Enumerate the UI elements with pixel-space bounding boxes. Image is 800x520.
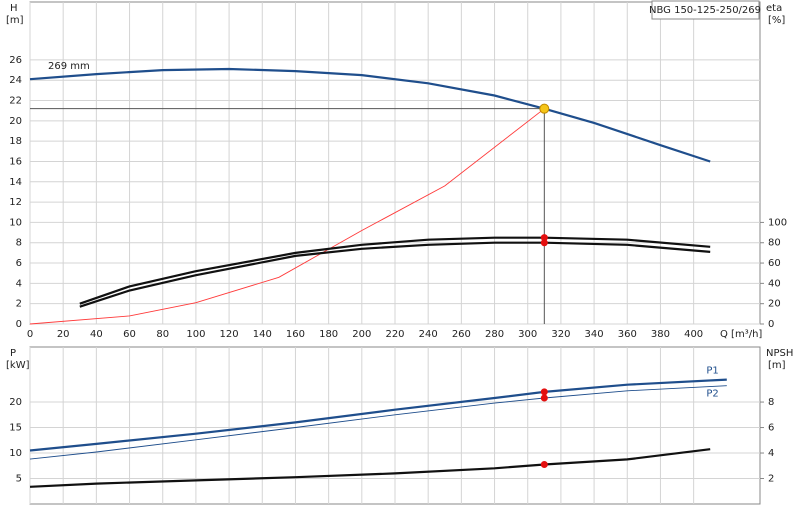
x-tick-label: 380 [651, 329, 670, 340]
y-tick-label: 10 [9, 448, 22, 459]
x-tick-label: 60 [123, 329, 136, 340]
x-tick-label: 180 [319, 329, 338, 340]
y-tick-label: 2 [16, 299, 22, 310]
x-tick-label: 160 [286, 329, 305, 340]
y-tick-label: 0 [16, 319, 22, 330]
x-tick-label: 360 [618, 329, 637, 340]
y2-axis-unit: [%] [768, 15, 785, 26]
y-tick-label: 6 [16, 258, 22, 269]
y2-tick-label: 80 [768, 238, 781, 249]
annotation: 269 mm [48, 61, 90, 72]
y2-axis-unit: [m] [768, 360, 786, 371]
y-tick-label: 12 [9, 197, 22, 208]
y2-tick-label: 0 [768, 319, 774, 330]
y-tick-label: 20 [9, 397, 22, 408]
y2-axis-label: NPSH [766, 348, 793, 359]
y-tick-label: 16 [9, 156, 22, 167]
x-tick-label: 220 [385, 329, 404, 340]
y-axis-unit: [m] [6, 15, 24, 26]
x-tick-label: 400 [684, 329, 703, 340]
y2-tick-label: 2 [768, 474, 774, 485]
x-tick-label: 260 [452, 329, 471, 340]
x-axis-label: Q [m³/h] [720, 329, 762, 340]
y-tick-label: 5 [16, 474, 22, 485]
y-tick-label: 20 [9, 116, 22, 127]
series-label: P1 [706, 366, 718, 377]
operating-point [540, 394, 548, 402]
y-tick-label: 24 [9, 75, 22, 86]
x-tick-label: 240 [419, 329, 438, 340]
y-axis-label: H [10, 3, 18, 14]
y-tick-label: 8 [16, 238, 22, 249]
series-label: P2 [706, 389, 718, 400]
y2-axis-label: eta [766, 3, 782, 14]
curve [29, 108, 545, 325]
curve [79, 241, 711, 308]
y2-tick-label: 20 [768, 299, 781, 310]
x-tick-label: 280 [485, 329, 504, 340]
y-tick-label: 15 [9, 423, 22, 434]
x-tick-label: 320 [551, 329, 570, 340]
x-tick-label: 140 [253, 329, 272, 340]
y-tick-label: 22 [9, 96, 22, 107]
y-tick-label: 18 [9, 136, 22, 147]
curve [29, 67, 711, 163]
operating-point [540, 388, 548, 396]
operating-point [539, 103, 550, 114]
y2-tick-label: 8 [768, 397, 774, 408]
y2-tick-label: 4 [768, 448, 774, 459]
x-tick-label: 20 [57, 329, 70, 340]
x-tick-label: 340 [585, 329, 604, 340]
y2-tick-label: 6 [768, 423, 774, 434]
y-tick-label: 26 [9, 55, 22, 66]
operating-point [540, 234, 548, 242]
y2-tick-label: 100 [768, 217, 787, 228]
curve [29, 448, 711, 488]
y-axis-label: P [10, 348, 16, 359]
x-tick-label: 0 [27, 329, 33, 340]
x-tick-label: 120 [220, 329, 239, 340]
x-tick-label: 40 [90, 329, 103, 340]
operating-point [540, 239, 548, 247]
x-tick-label: 100 [186, 329, 205, 340]
curve [79, 236, 711, 305]
y2-tick-label: 60 [768, 258, 781, 269]
x-tick-label: 80 [156, 329, 169, 340]
curve [29, 385, 727, 460]
operating-point [540, 460, 548, 468]
curve [29, 378, 727, 452]
x-tick-label: 300 [518, 329, 537, 340]
y-axis-unit: [kW] [6, 360, 30, 371]
y-tick-label: 10 [9, 217, 22, 228]
y-tick-label: 14 [9, 177, 22, 188]
title-box [651, 0, 760, 20]
y-tick-label: 4 [16, 278, 22, 289]
y2-tick-label: 40 [768, 278, 781, 289]
x-tick-label: 200 [352, 329, 371, 340]
chart-title: NBG 150-125-250/269 [649, 5, 761, 16]
